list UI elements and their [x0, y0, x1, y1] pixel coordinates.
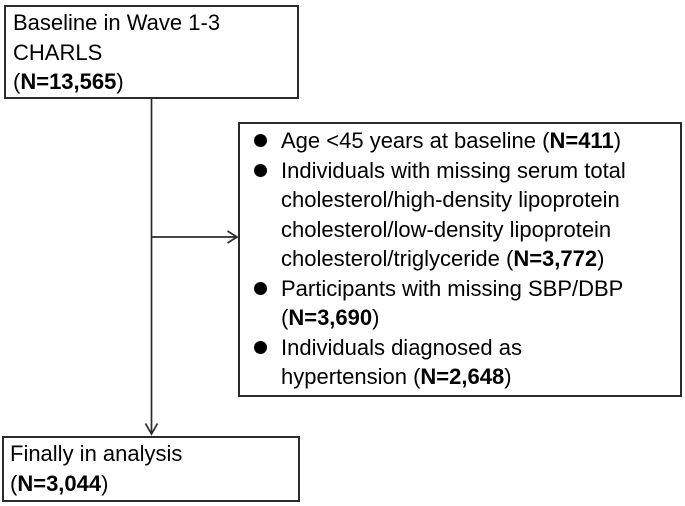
paren-open: (: [10, 470, 18, 496]
arrowhead-right-icon: [227, 230, 239, 244]
baseline-box-line-2: CHARLS: [13, 39, 103, 65]
list-item: Age <45 years at baseline (N=411): [254, 126, 676, 156]
n-value: N=3,772: [513, 246, 598, 271]
exclusion-item-bp: Participants with missing SBP/DBP (N=3,6…: [281, 275, 624, 331]
exclusion-item-hypertension: Individuals diagnosed as hypertension (N…: [281, 334, 522, 390]
final-box-line-2: (N=3,044): [10, 469, 292, 499]
final-box-line-1: Finally in analysis: [10, 441, 183, 466]
paren-open: (: [13, 69, 21, 94]
n-value: N=2,648: [420, 364, 505, 389]
n-value: N=13,565: [20, 69, 117, 94]
list-item: Individuals diagnosed as hypertension (N…: [254, 333, 676, 392]
list-item: Individuals with missing serum total cho…: [254, 156, 676, 274]
n-value: N=3,044: [17, 470, 102, 496]
list-item: Participants with missing SBP/DBP (N=3,6…: [254, 274, 676, 333]
bullet-icon: [254, 281, 267, 295]
exclusion-box: Age <45 years at baseline (N=411) Indivi…: [238, 122, 682, 397]
arrowhead-down-icon: [144, 423, 159, 436]
paren-close: ): [101, 470, 109, 496]
bullet-icon: [254, 163, 267, 177]
baseline-box-line-1: Baseline in Wave 1-3: [13, 10, 221, 35]
baseline-box: Baseline in Wave 1-3 CHARLS (N=13,565): [4, 5, 299, 99]
exclusion-item-lipids: Individuals with missing serum total cho…: [281, 157, 626, 272]
final-box: Finally in analysis (N=3,044): [2, 436, 300, 502]
bullet-icon: [254, 134, 267, 147]
exclusion-item-age: Age <45 years at baseline (N=411): [281, 128, 622, 153]
paren-close: ): [116, 69, 124, 94]
n-value: N=411: [549, 128, 614, 153]
bullet-icon: [254, 340, 267, 354]
baseline-box-line-3: (N=13,565): [13, 67, 291, 97]
n-value: N=3,690: [288, 305, 373, 330]
